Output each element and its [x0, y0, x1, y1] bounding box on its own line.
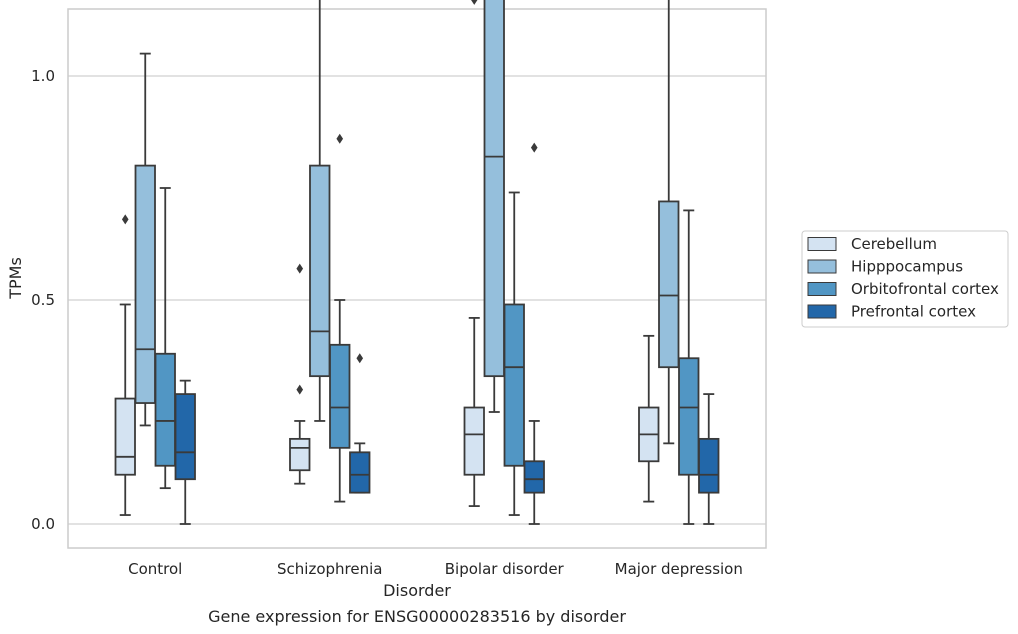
legend-label: Hipppocampus — [851, 258, 963, 276]
plot-area-frame — [67, 8, 767, 549]
legend-label: Cerebellum — [851, 235, 937, 253]
x-tick-label: Schizophrenia — [277, 560, 382, 578]
y-tick-label: 1.0 — [31, 67, 55, 85]
box-1-0 — [134, 52, 156, 427]
outlier-marker — [336, 133, 344, 144]
box-iqr — [698, 437, 720, 494]
box-iqr — [329, 343, 351, 449]
x-tick-label: Major depression — [615, 560, 743, 578]
box-2-3 — [678, 209, 700, 525]
legend-label: Prefrontal cortex — [851, 303, 976, 321]
y-axis-ticks: 0.00.51.01.52.0 — [31, 67, 55, 533]
outlier-marker — [121, 214, 129, 225]
y-tick-label: 0.5 — [31, 291, 55, 309]
box-iqr — [463, 406, 485, 476]
x-axis-ticks: Control Schizophrenia Bipolar disorder Majo… — [128, 560, 743, 578]
boxes — [114, 0, 720, 525]
box-iqr — [483, 0, 505, 378]
box-3-1 — [349, 353, 371, 494]
box-2-2 — [503, 191, 525, 516]
box-iqr — [523, 460, 545, 494]
box-iqr — [503, 303, 525, 467]
outlier-marker — [296, 384, 304, 395]
box-3-0 — [174, 379, 196, 525]
legend-frame — [801, 230, 1009, 328]
y-tick-label: 0.0 — [31, 515, 55, 533]
box-3-2 — [523, 142, 545, 525]
legend-swatch — [807, 259, 837, 274]
box-1-1 — [309, 0, 331, 422]
outlier-marker — [471, 0, 478, 5]
box-0-0 — [114, 214, 136, 516]
x-axis-title: Disorder — [383, 581, 451, 600]
box-iqr — [174, 393, 196, 481]
box-0-2 — [463, 0, 485, 507]
box-iqr — [309, 164, 331, 378]
box-2-1 — [329, 133, 351, 503]
box-1-2 — [483, 0, 505, 413]
box-3-3 — [698, 393, 720, 525]
box-1-3 — [658, 0, 680, 445]
box-0-1 — [289, 263, 311, 485]
y-axis-title: TPMs — [6, 257, 25, 300]
outlier-marker — [356, 353, 364, 364]
outlier-marker — [530, 142, 538, 153]
chart-caption: Gene expression for ENSG00000283516 by d… — [208, 607, 626, 626]
legend-swatch — [807, 304, 837, 319]
x-tick-label: Control — [128, 560, 182, 578]
box-iqr — [678, 357, 700, 476]
box-2-0 — [154, 187, 176, 490]
legend-swatch — [807, 282, 837, 296]
box-iqr — [658, 200, 680, 369]
box-iqr — [154, 352, 176, 467]
legend-swatch — [807, 237, 837, 251]
outlier-marker — [296, 263, 304, 274]
legend-label: Orbitofrontal cortex — [851, 280, 999, 298]
box-iqr — [289, 437, 311, 472]
box-iqr — [134, 164, 156, 404]
box-iqr — [349, 451, 371, 494]
box-iqr — [114, 397, 136, 476]
x-tick-label: Bipolar disorder — [445, 560, 565, 578]
legend: Cerebellum Hipppocampus Orbitofrontal cort… — [801, 230, 1009, 328]
box-0-3 — [638, 334, 660, 503]
